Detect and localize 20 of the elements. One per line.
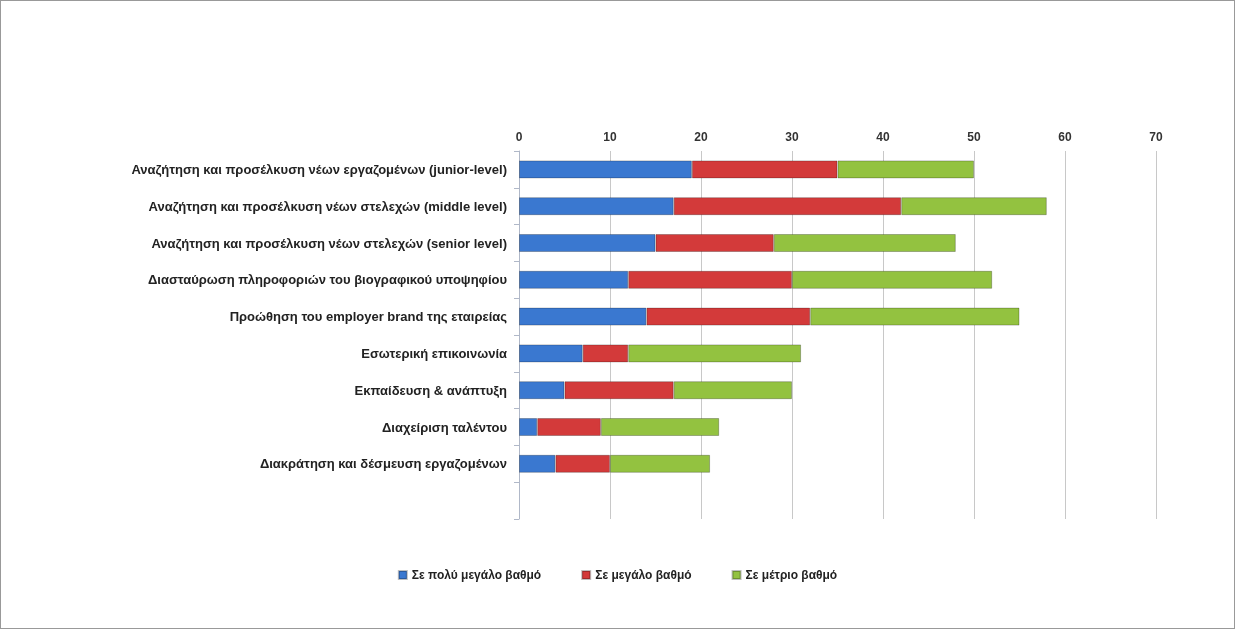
y-tick-label: Αναζήτηση και προσέλκυση νέων εργαζομένων (junior-level) (131, 161, 507, 177)
y-tick-label: Διακράτηση και δέσμευση εργαζομένων (259, 456, 507, 472)
legend-label: Σε μέτριο βαθμό (745, 568, 838, 582)
x-tick-label: 0 (515, 130, 523, 144)
legend-label: Σε πολύ μεγάλο βαθμό (411, 568, 542, 582)
y-tick-label: Διαχείριση ταλέντου (381, 419, 508, 435)
y-tick-label: Προώθηση του employer brand της εταιρείας (229, 309, 508, 325)
y-tick-label: Διασταύρωση πληροφοριών του βιογραφικού υποψηφίου (147, 272, 508, 288)
x-tick-label: 30 (785, 130, 799, 144)
y-tick-label: Αναζήτηση και προσέλκυση νέων στελεχών (middle level) (148, 198, 507, 214)
y-tick-label: Εκπαίδευση & ανάπτυξη (354, 382, 508, 398)
x-tick-label: 60 (1058, 130, 1072, 144)
x-tick-label: 20 (694, 130, 708, 144)
x-tick-label: 40 (876, 130, 890, 144)
y-tick-label: Αναζήτηση και προσέλκυση νέων στελεχών (senior level) (151, 235, 507, 251)
x-tick-label: 10 (603, 130, 617, 144)
x-tick-label: 70 (1149, 130, 1163, 144)
legend-label: Σε μεγάλο βαθμό (595, 568, 692, 582)
x-tick-label: 50 (967, 130, 981, 144)
y-tick-label: Εσωτερική επικοινωνία (361, 345, 507, 361)
